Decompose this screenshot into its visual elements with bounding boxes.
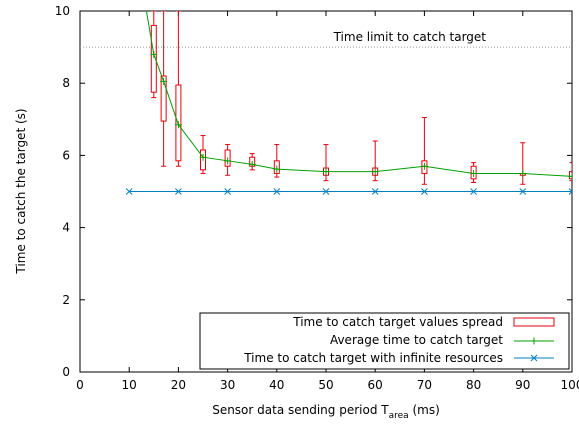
x-tick-label: 70 bbox=[417, 378, 432, 392]
x-tick-label: 20 bbox=[171, 378, 186, 392]
infinite-resources-point bbox=[568, 188, 572, 195]
average-point bbox=[273, 165, 281, 173]
y-tick-label: 8 bbox=[62, 76, 70, 90]
average-point bbox=[371, 168, 379, 176]
infinite-resources-point bbox=[470, 188, 477, 195]
infinite-resources-point bbox=[273, 188, 281, 195]
infinite-resources-point bbox=[125, 188, 133, 195]
spread-box bbox=[569, 171, 572, 180]
legend-marker-infinite bbox=[530, 354, 538, 362]
infinite-resources-point bbox=[224, 188, 231, 195]
legend-label-average: Average time to catch target bbox=[330, 333, 503, 347]
legend: Time to catch target values spread Avera… bbox=[199, 312, 570, 370]
spread-box bbox=[273, 160, 280, 174]
average-point bbox=[150, 50, 158, 58]
legend-label-infinite: Time to catch target with infinite resou… bbox=[243, 351, 503, 365]
spread-box bbox=[470, 165, 477, 180]
x-tick-label: 10 bbox=[122, 378, 137, 392]
y-tick-label: 10 bbox=[55, 4, 70, 18]
x-tick-label: 50 bbox=[318, 378, 333, 392]
x-axis-label-unit: (ms) bbox=[409, 403, 440, 417]
time-limit-label: Time limit to catch target bbox=[333, 30, 487, 44]
x-tick-label: 30 bbox=[220, 378, 235, 392]
legend-marker-average bbox=[530, 337, 538, 345]
spread-box bbox=[150, 24, 157, 93]
y-tick-label: 6 bbox=[62, 148, 70, 162]
x-axis-label-subscript: area bbox=[389, 411, 409, 421]
spread-box bbox=[224, 149, 231, 167]
y-tick-label: 0 bbox=[62, 365, 70, 379]
average-line bbox=[145, 11, 572, 177]
average-point bbox=[248, 160, 256, 168]
infinite-resources-point bbox=[371, 188, 379, 195]
y-tick-label: 2 bbox=[62, 293, 70, 307]
average-point bbox=[470, 169, 478, 177]
y-axis-label: Time to catch the target (s) bbox=[14, 108, 28, 274]
average-point bbox=[568, 172, 572, 180]
x-tick-label: 0 bbox=[76, 378, 84, 392]
x-axis-label: Sensor data sending period Tarea (ms) bbox=[212, 403, 440, 421]
x-tick-label: 80 bbox=[466, 378, 481, 392]
x-tick-label: 100 bbox=[561, 378, 579, 392]
average-point bbox=[519, 169, 527, 177]
average-point bbox=[224, 157, 232, 165]
average-point bbox=[420, 162, 428, 170]
average-point bbox=[199, 153, 207, 161]
y-tick-label: 4 bbox=[62, 221, 70, 235]
average-point bbox=[160, 77, 168, 85]
plot-area bbox=[125, 11, 572, 195]
legend-swatch-spread bbox=[513, 317, 555, 327]
legend-box bbox=[199, 312, 570, 370]
spread-box bbox=[175, 84, 182, 162]
x-axis-label-main: Sensor data sending period T bbox=[212, 403, 389, 417]
average-point bbox=[322, 168, 330, 176]
spread-box bbox=[200, 149, 206, 171]
infinite-resources-point bbox=[519, 188, 527, 195]
x-tick-label: 90 bbox=[515, 378, 530, 392]
legend-label-spread: Time to catch target values spread bbox=[292, 315, 503, 329]
x-tick-label: 40 bbox=[269, 378, 284, 392]
x-tick-label: 60 bbox=[368, 378, 383, 392]
spread-box bbox=[160, 75, 167, 122]
infinite-resources-point bbox=[421, 188, 428, 195]
annotations: Time limit to catch target bbox=[80, 30, 572, 48]
average-point bbox=[174, 121, 182, 129]
spread-box bbox=[421, 160, 428, 174]
infinite-resources-point bbox=[322, 188, 330, 195]
infinite-resources-point bbox=[175, 188, 182, 195]
